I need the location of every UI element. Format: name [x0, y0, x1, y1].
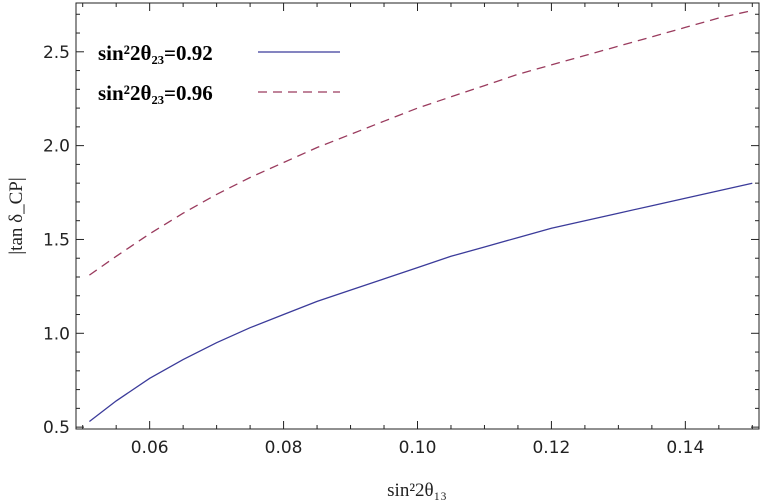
y-axis-title: |tan δ_CP| [6, 177, 27, 254]
x-tick-label: 0.06 [131, 438, 169, 458]
x-tick-label: 0.14 [666, 438, 704, 458]
legend: sin²2θ₂₃=0.92 sin²2θ₂₃=0.96 [98, 41, 340, 105]
ticks-layer: 0.06 0.08 0.10 0.12 0.14 0.5 1.0 1.5 2.0 2.5 [43, 3, 759, 458]
x-tick-label: 0.08 [265, 438, 303, 458]
y-tick-label: 1.0 [43, 324, 70, 344]
y-tick-label: 0.5 [43, 418, 70, 438]
series-line-1 [89, 182, 753, 423]
y-tick-label: 2.5 [43, 43, 70, 63]
y-tick-label: 2.0 [43, 137, 70, 157]
x-tick-label: 0.10 [399, 438, 437, 458]
y-tick-label: 1.5 [43, 230, 70, 250]
x-axis-title: sin²2θ₁₃ [387, 480, 447, 501]
x-tick-label: 0.12 [532, 438, 570, 458]
series-line-2 [89, 9, 753, 276]
legend-label-1: sin²2θ₂₃=0.92 [98, 41, 213, 65]
legend-label-2: sin²2θ₂₃=0.96 [98, 81, 213, 105]
series-layer [89, 9, 753, 423]
